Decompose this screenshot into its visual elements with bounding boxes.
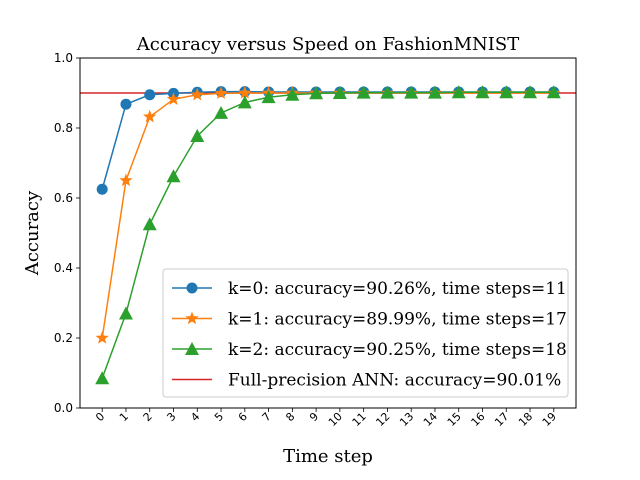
legend-item: k=0: accuracy=90.26%, time steps=11 — [172, 279, 567, 299]
data-point — [309, 86, 324, 100]
series-line — [101, 90, 554, 190]
x-tick-label: 7 — [260, 410, 274, 424]
data-point — [144, 89, 156, 101]
x-tick-label: 9 — [307, 410, 321, 424]
legend-marker — [185, 311, 199, 325]
legend-item: k=2: accuracy=90.25%, time steps=18 — [172, 340, 567, 360]
data-point — [214, 105, 229, 119]
x-tick-label: 15 — [445, 410, 464, 429]
data-point — [546, 85, 561, 99]
data-point — [499, 85, 514, 99]
y-tick-label: 0.2 — [54, 331, 73, 345]
data-point — [332, 86, 347, 99]
data-point — [380, 85, 395, 99]
x-tick-label: 6 — [236, 410, 250, 424]
data-point — [96, 183, 108, 195]
x-tick-label: 8 — [283, 410, 297, 424]
data-point — [427, 85, 442, 99]
x-tick-label: 1 — [117, 410, 131, 424]
chart-title: Accuracy versus Speed on FashionMNIST — [136, 34, 519, 55]
data-point — [95, 371, 110, 385]
x-axis-label: Time step — [283, 446, 373, 467]
x-axis: 0 1 2 3 4 5 6 7 8 9 10 11 12 13 14 15 16 17 18 19 — [93, 408, 559, 429]
data-point — [451, 85, 466, 99]
legend-label: k=2: accuracy=90.25%, time steps=18 — [228, 340, 567, 360]
legend-marker — [186, 282, 198, 294]
data-point — [118, 306, 133, 320]
x-tick-label: 16 — [469, 410, 488, 429]
data-point — [285, 87, 300, 101]
y-axis: 0.0 0.2 0.4 0.6 0.8 1.0 — [54, 51, 80, 415]
legend-label: Full-precision ANN: accuracy=90.01% — [228, 371, 561, 391]
data-point — [190, 87, 204, 101]
data-point — [166, 92, 181, 105]
legend-item: Full-precision ANN: accuracy=90.01% — [172, 371, 561, 391]
legend-marker — [185, 342, 199, 355]
x-tick-label: 3 — [164, 410, 178, 424]
x-tick-label: 5 — [212, 410, 226, 424]
data-point — [143, 109, 157, 123]
x-tick-label: 19 — [540, 410, 559, 429]
legend-label: k=1: accuracy=89.99%, time steps=17 — [228, 310, 567, 330]
data-point — [237, 95, 252, 109]
legend: k=0: accuracy=90.26%, time steps=11 k=1: … — [162, 268, 569, 398]
legend-box — [162, 268, 569, 398]
legend-item: k=1: accuracy=89.99%, time steps=17 — [172, 310, 567, 330]
y-axis-label: Accuracy — [22, 190, 43, 276]
data-point — [119, 173, 133, 187]
y-tick-label: 0.0 — [54, 401, 73, 415]
y-tick-label: 0.6 — [54, 191, 73, 205]
data-point — [356, 85, 371, 99]
x-tick-label: 4 — [188, 410, 202, 424]
x-tick-label: 11 — [350, 410, 369, 429]
series-k0 — [96, 86, 560, 195]
axes-frame — [79, 57, 577, 409]
series-k2 — [95, 85, 561, 385]
data-point — [190, 129, 205, 142]
x-tick-label: 10 — [326, 410, 345, 429]
data-point — [95, 331, 109, 344]
data-point — [475, 85, 490, 99]
y-tick-label: 1.0 — [54, 51, 73, 65]
legend-label: k=0: accuracy=90.26%, time steps=11 — [228, 279, 567, 299]
data-point — [238, 86, 252, 99]
data-point — [523, 85, 538, 99]
y-tick-label: 0.8 — [54, 121, 73, 135]
x-tick-label: 2 — [141, 410, 155, 424]
data-point — [120, 98, 132, 110]
x-tick-label: 18 — [516, 410, 535, 429]
x-tick-label: 14 — [421, 410, 440, 429]
data-point — [166, 169, 181, 183]
data-point — [404, 85, 419, 99]
x-tick-label: 0 — [93, 410, 107, 424]
data-point — [214, 86, 228, 100]
data-point — [261, 90, 276, 104]
series-line — [101, 91, 554, 379]
plot-area — [80, 85, 576, 385]
x-tick-label: 13 — [397, 410, 416, 429]
y-tick-label: 0.4 — [54, 261, 73, 275]
x-tick-label: 17 — [492, 410, 511, 429]
x-tick-label: 12 — [373, 410, 392, 429]
data-point — [142, 217, 157, 231]
